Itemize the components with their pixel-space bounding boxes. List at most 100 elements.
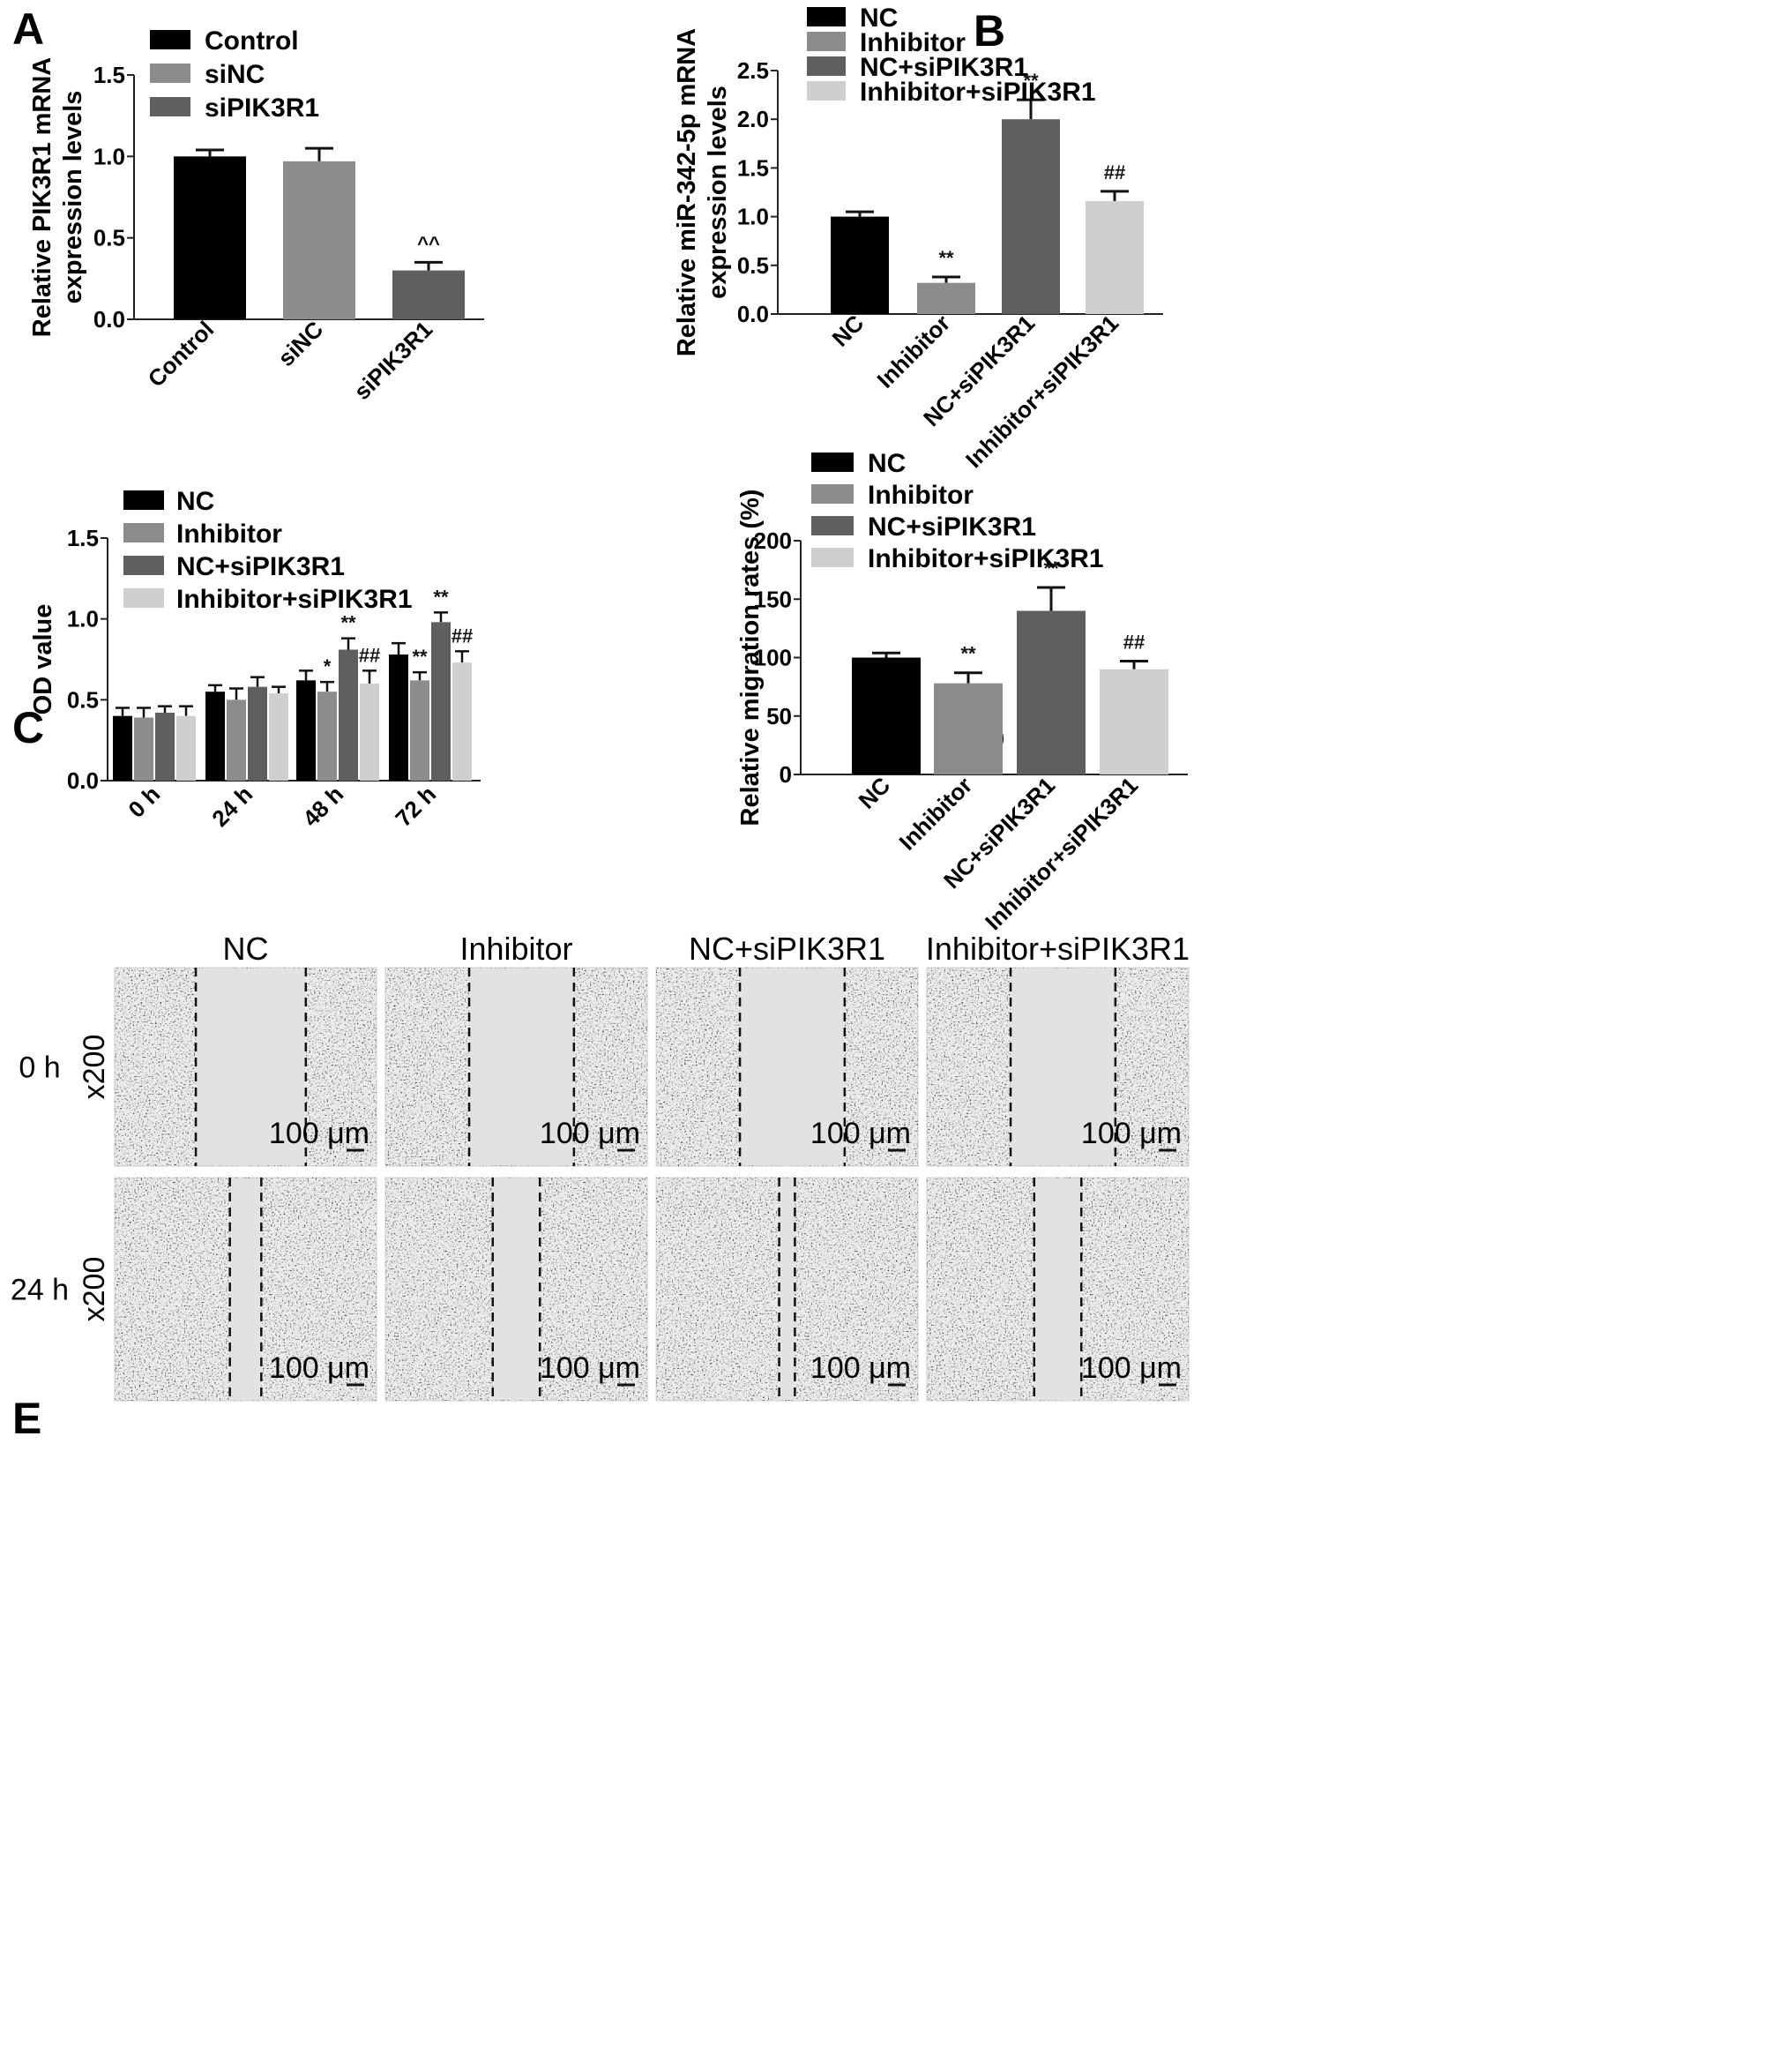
wound-area <box>740 969 845 1165</box>
y-axis-title: Relative miR-342-5p mRNA <box>673 28 701 356</box>
legend-swatch <box>150 64 190 83</box>
y-tick-label: 200 <box>754 527 792 554</box>
y-axis-title: OD value <box>29 604 57 715</box>
x-category-label: NC <box>826 310 869 352</box>
bar <box>852 657 921 774</box>
panel-letter-b: B <box>974 6 1005 56</box>
bar <box>248 686 267 781</box>
panel-letter-a: A <box>12 4 44 54</box>
bar <box>227 699 246 781</box>
significance-mark: ** <box>938 247 954 269</box>
y-tick-label: 0.0 <box>737 301 769 327</box>
significance-mark: ^^ <box>417 232 440 254</box>
legend-label: Inhibitor <box>868 481 974 510</box>
legend-label: Inhibitor+siPIK3R1 <box>860 78 1096 107</box>
x-category-label: 24 h <box>206 781 257 832</box>
bar <box>389 655 408 781</box>
legend-label: NC+siPIK3R1 <box>176 552 345 581</box>
scale-bar-label: 100 μm <box>810 1351 911 1385</box>
legend-swatch <box>123 523 164 542</box>
bar <box>452 662 472 781</box>
significance-mark: ** <box>340 612 356 634</box>
wound-area <box>1034 1178 1082 1400</box>
y-axis-title: expression levels <box>704 86 732 299</box>
x-category-label: NC <box>853 772 895 814</box>
column-header: NC <box>223 931 269 967</box>
y-axis-title: Relative migration rates (%) <box>736 490 765 827</box>
panel-letter-e: E <box>12 1394 41 1443</box>
row-label: 0 h <box>19 1051 60 1085</box>
y-tick-label: 1.5 <box>93 62 125 88</box>
significance-mark: ## <box>359 644 380 666</box>
panel-letter-c: C <box>12 703 44 752</box>
y-tick-label: 1.0 <box>67 606 99 632</box>
bar <box>1100 669 1168 774</box>
bar <box>1086 200 1144 314</box>
bar <box>134 717 153 781</box>
y-tick-label: 0.5 <box>93 225 125 251</box>
bar <box>317 692 337 781</box>
row-label: 24 h <box>11 1274 69 1307</box>
x-category-label: 0 h <box>123 781 165 823</box>
bar <box>831 216 889 314</box>
bar <box>1017 610 1086 774</box>
x-category-label: 72 h <box>390 781 441 832</box>
legend-swatch <box>807 32 846 51</box>
legend-swatch <box>811 453 854 472</box>
legend-label: NC <box>868 449 906 478</box>
y-tick-label: 0.5 <box>737 252 769 279</box>
bar <box>431 622 451 781</box>
legend-label: NC <box>176 487 214 516</box>
legend-swatch <box>150 30 190 49</box>
legend-label: Control <box>205 26 299 56</box>
panel-e-wound-images: NC Inhibitor NC+siPIK3R1 Inhibitor+siPIK3R1… <box>11 931 1190 1402</box>
y-tick-label: 0.0 <box>93 306 125 333</box>
scale-bar-label: 100 μm <box>540 1117 640 1150</box>
bar <box>410 680 429 781</box>
y-tick-label: 2.0 <box>737 106 769 132</box>
scale-bar-label: 100 μm <box>540 1351 640 1385</box>
bar <box>283 161 355 319</box>
y-tick-label: 150 <box>754 586 792 612</box>
significance-mark: * <box>324 655 332 677</box>
y-tick-label: 0 <box>780 761 792 788</box>
wound-area <box>492 1178 541 1400</box>
significance-mark: ## <box>451 625 473 647</box>
legend-swatch <box>807 81 846 101</box>
bar <box>176 715 196 781</box>
y-axis-title: expression levels <box>59 91 87 304</box>
y-tick-label: 0.0 <box>67 767 99 794</box>
x-category-label: siPIK3R1 <box>348 316 437 405</box>
legend-swatch <box>811 516 854 535</box>
x-category-label: Inhibitor+siPIK3R1 <box>980 772 1143 935</box>
legend-label: Inhibitor+siPIK3R1 <box>868 544 1104 573</box>
legend-swatch <box>811 548 854 567</box>
column-header: NC+siPIK3R1 <box>689 931 885 967</box>
y-tick-label: 1.5 <box>737 154 769 181</box>
legend-swatch <box>123 556 164 575</box>
wound-area <box>1011 969 1116 1165</box>
significance-mark: ** <box>412 646 428 668</box>
scale-bar-label: 100 μm <box>1081 1351 1182 1385</box>
bar <box>360 684 379 781</box>
significance-mark: ## <box>1123 631 1145 653</box>
significance-mark: ** <box>1023 70 1039 92</box>
legend-swatch <box>123 490 164 510</box>
y-tick-label: 50 <box>766 703 792 729</box>
y-axis-title: Relative PIK3R1 mRNA <box>28 57 56 338</box>
x-category-label: Inhibitor <box>894 772 978 856</box>
x-category-label: Control <box>143 316 220 393</box>
y-tick-label: 1.5 <box>67 525 99 551</box>
y-tick-label: 1.0 <box>737 204 769 230</box>
magnification-label: x200 <box>78 1035 111 1100</box>
bar <box>296 680 316 781</box>
bar <box>917 282 975 314</box>
x-category-label: Inhibitor+siPIK3R1 <box>960 310 1123 473</box>
bar <box>113 715 132 781</box>
chart-b: 0.0 0.5 1.0 1.5 2.0 2.5 Relative miR-342-5p mR… <box>673 4 1163 473</box>
legend-swatch <box>811 484 854 504</box>
y-tick-label: 2.5 <box>737 57 769 84</box>
column-header: Inhibitor <box>459 931 572 967</box>
bar <box>205 692 225 781</box>
